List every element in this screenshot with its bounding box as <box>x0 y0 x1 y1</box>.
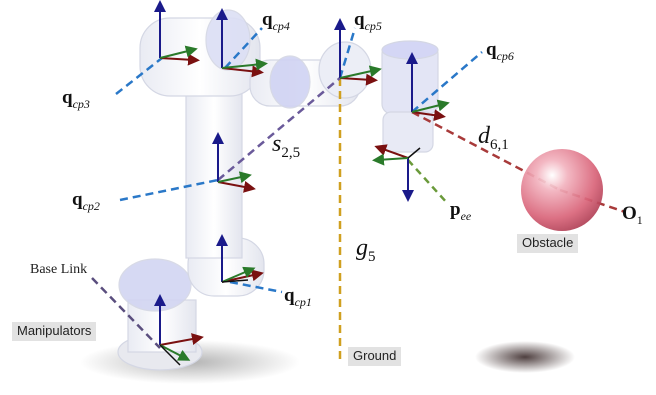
qcp1-leader <box>229 280 283 294</box>
obstacle-shadow <box>475 341 575 373</box>
pee-line <box>407 159 449 205</box>
q-leader-lines <box>115 27 483 294</box>
wrist-joint <box>318 41 372 99</box>
wrist-cap <box>381 40 439 60</box>
frame-ee <box>372 144 421 202</box>
frame-base <box>154 294 204 366</box>
qcp6-leader <box>411 51 483 113</box>
label-manipulators: Manipulators <box>12 322 97 341</box>
label-qcp1: qcp1 <box>284 285 312 309</box>
frame-cp3 <box>154 0 200 66</box>
qcp3-leader <box>115 57 163 95</box>
frame-cp1 <box>216 234 264 283</box>
label-s25: s2,5 <box>272 131 301 161</box>
o1-line <box>559 188 626 214</box>
qcp4-leader <box>224 27 263 69</box>
label-qcp5: qcp5 <box>354 9 382 33</box>
label-obstacle: Obstacle <box>517 234 579 253</box>
label-qcp4: qcp4 <box>262 9 290 33</box>
frame-cp4 <box>216 8 268 78</box>
label-o1: O1 <box>622 203 643 227</box>
qcp2-leader <box>119 178 219 202</box>
frame-cp2 <box>212 132 256 193</box>
label-qcp3: qcp3 <box>62 87 90 111</box>
label-qcp2: qcp2 <box>72 189 100 213</box>
s25-line <box>217 77 341 181</box>
label-d61: d6,1 <box>478 123 509 153</box>
elbow-joint-cap <box>205 9 251 71</box>
label-g5: g5 <box>356 235 376 265</box>
frame-cp5 <box>334 18 382 86</box>
label-qcp6: qcp6 <box>486 39 514 63</box>
qcp5-leader <box>338 27 357 79</box>
d61-line <box>411 110 561 192</box>
label-pee: pee <box>450 199 472 223</box>
label-ground: Ground <box>348 347 402 366</box>
obstacle-sphere <box>521 149 603 231</box>
label-base-link: Base Link <box>30 262 88 277</box>
robot-arm <box>117 9 439 371</box>
forearm-joint <box>269 55 311 109</box>
frame-cp6 <box>406 52 450 122</box>
end-effector <box>382 111 434 153</box>
shoulder-joint <box>118 258 192 312</box>
base-link-line <box>91 277 161 349</box>
